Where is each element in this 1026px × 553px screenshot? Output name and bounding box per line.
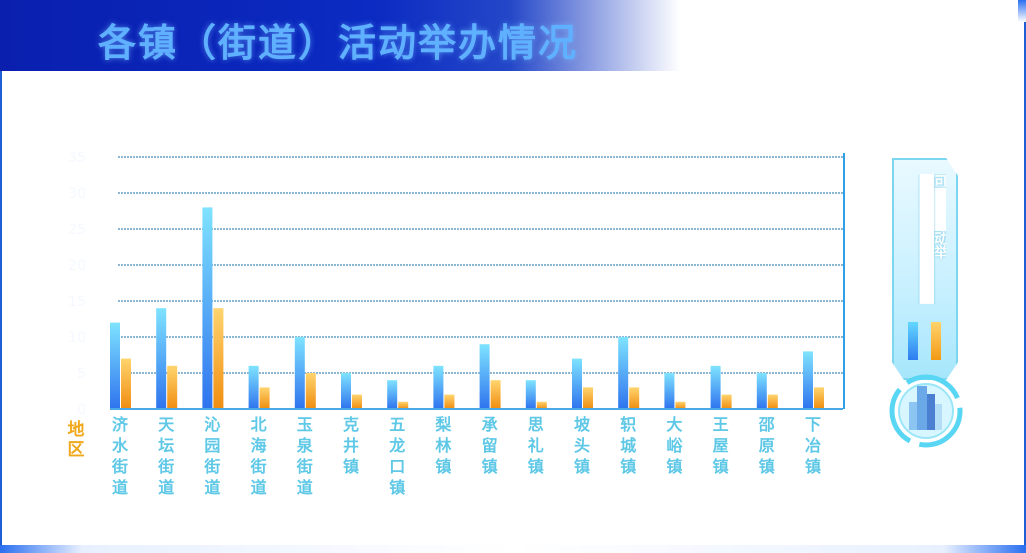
legend-swatch-blue (908, 322, 918, 360)
x-category-label: 五龙口镇 (388, 415, 405, 497)
x-axis-title: 地区 (67, 420, 85, 460)
bar-series-1[interactable] (110, 322, 120, 409)
bar-series-2[interactable] (490, 380, 501, 409)
y-tick-label: 5 (77, 366, 86, 382)
bar-series-2[interactable] (536, 401, 547, 409)
x-category-label: 下冶镇 (805, 415, 821, 476)
bar-series-2[interactable] (767, 394, 778, 409)
bar-series-1[interactable] (202, 207, 213, 409)
bar-series-1[interactable] (248, 365, 259, 409)
x-category-label: 北海街道 (250, 415, 267, 497)
bar-series-1[interactable] (803, 351, 813, 409)
legend-swatch-orange (931, 322, 941, 360)
x-category-label: 沁园街道 (203, 415, 220, 497)
title-banner: 各镇（街道）活动举办情况 (0, 0, 680, 71)
bar-series-1[interactable] (710, 365, 721, 409)
x-category-label: 克井镇 (343, 415, 359, 476)
y-tick-label: 15 (68, 294, 86, 310)
x-category-label: 思礼镇 (528, 415, 544, 476)
bar-series-2[interactable] (213, 308, 224, 409)
x-category-label: 天坛街道 (157, 415, 175, 497)
x-category-label: 王屋镇 (713, 415, 729, 476)
bar-series-1[interactable] (618, 337, 629, 409)
bar-series-1[interactable] (572, 358, 582, 409)
x-category-label: 承留镇 (482, 415, 498, 476)
x-category-label: 大峪镇 (666, 415, 683, 476)
y-tick-label: 0 (77, 402, 86, 418)
bar-series-2[interactable] (675, 401, 686, 409)
y-axis-ticks: 0 5 10 15 20 25 30 35 (68, 150, 86, 418)
x-category-label: 邵原镇 (758, 415, 775, 476)
x-category-label: 济水街道 (111, 415, 129, 497)
bar-series-1[interactable] (433, 365, 444, 409)
panel-bottom-border (0, 545, 1026, 553)
bar-series-2[interactable] (721, 394, 732, 409)
bar-series-2[interactable] (814, 387, 824, 409)
y-tick-label: 25 (68, 222, 86, 238)
legend-text: 可▇▇▇▇动举▇▇▇▇▇▇▇▇▇▇▇▇▇▇▇▇▇▇▇▇▇▇▇▇▇▇▇▇▇▇ (919, 174, 946, 304)
bar-series-1[interactable] (479, 344, 490, 409)
bar-series-2[interactable] (121, 358, 131, 409)
bar-series-2[interactable] (583, 387, 593, 409)
y-tick-label: 10 (68, 330, 86, 346)
bar-series-2[interactable] (352, 394, 362, 409)
chart-bars (110, 207, 824, 409)
x-category-label: 坡头镇 (574, 415, 591, 476)
bar-series-2[interactable] (167, 365, 178, 409)
bar-series-2[interactable] (305, 373, 316, 409)
city-building-icon (889, 374, 963, 448)
chart-gridlines (118, 156, 843, 374)
bar-series-2[interactable] (259, 387, 270, 409)
bar-series-1[interactable] (756, 373, 767, 409)
corner-accent (1018, 0, 1026, 22)
legend-panel (892, 158, 958, 380)
bar-series-1[interactable] (525, 380, 536, 409)
bar-series-2[interactable] (629, 387, 640, 409)
page-title: 各镇（街道）活动举办情况 (98, 21, 579, 65)
x-category-label: 轵城镇 (620, 415, 636, 476)
bar-series-1[interactable] (156, 308, 167, 409)
bar-series-1[interactable] (664, 373, 675, 409)
bar-series-2[interactable] (398, 401, 409, 409)
bar-series-1[interactable] (341, 373, 351, 409)
bar-series-2[interactable] (444, 394, 455, 409)
bar-series-1[interactable] (387, 380, 398, 409)
bar-series-1[interactable] (294, 337, 305, 409)
x-category-label: 梨林镇 (434, 415, 452, 476)
x-category-label: 玉泉街道 (296, 415, 314, 497)
x-axis-categories: 济水街道 天坛街道 沁园街道 北海街道 玉泉街道 克井镇 五龙口镇 梨林镇 承留镇 思礼镇 坡头镇 轵… (111, 415, 821, 497)
y-tick-label: 20 (68, 258, 86, 274)
y-tick-label: 30 (68, 186, 86, 202)
y-tick-label: 35 (68, 150, 86, 166)
